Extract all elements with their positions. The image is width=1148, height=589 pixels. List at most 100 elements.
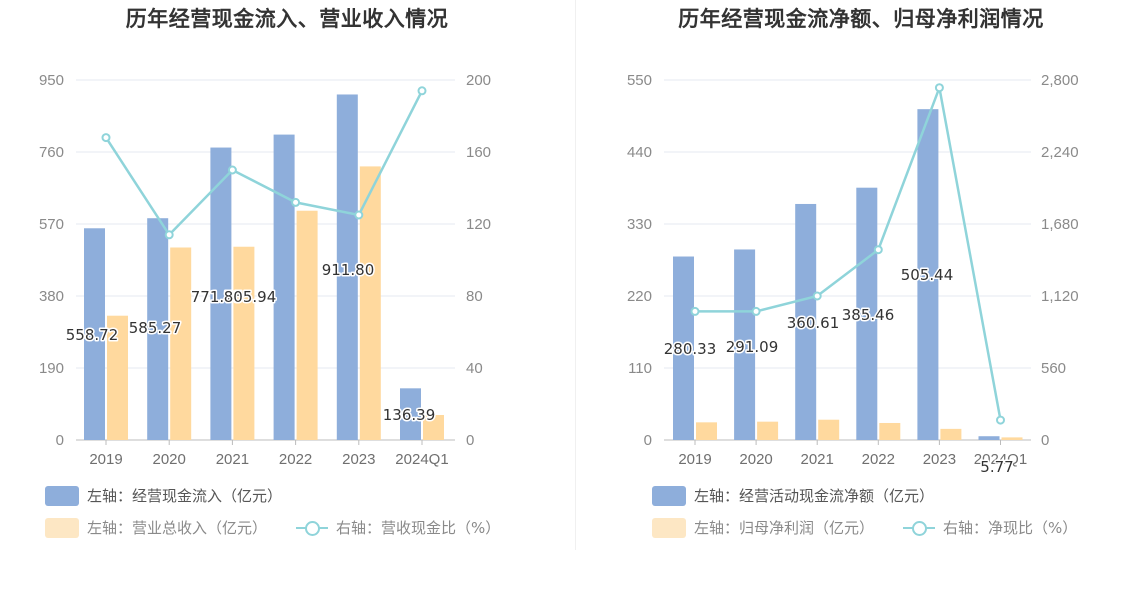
bar-secondary xyxy=(170,247,192,440)
y-left-tick-label: 330 xyxy=(627,216,652,233)
legend-item-line[interactable]: 右轴：营收现金比（%） xyxy=(296,517,500,538)
legend-swatch xyxy=(45,485,79,506)
y-right-tick-label: 0 xyxy=(1041,432,1049,449)
y-right-tick-label: 160 xyxy=(466,144,491,161)
y-right-tick-label: 2,240 xyxy=(1041,144,1079,161)
bar-secondary xyxy=(696,422,717,440)
line-point xyxy=(291,197,301,207)
bar-primary xyxy=(673,256,694,440)
legend-item-bar-blue[interactable]: 左轴：经营现金流入（亿元） xyxy=(45,485,282,506)
y-left-tick-label: 0 xyxy=(56,432,64,449)
line-series xyxy=(104,90,424,237)
bar-primary xyxy=(856,187,878,440)
y-right-tick-label: 1,680 xyxy=(1041,216,1079,233)
bar-secondary xyxy=(107,315,128,440)
chart-panel-cash-inflow: 历年经营现金流入、营业收入情况 0 190 380 570 760 950 0 40 80 120… xyxy=(39,7,500,538)
bar-secondary xyxy=(879,422,901,440)
legend-item-bar-orange[interactable]: 左轴：营业总收入（亿元） xyxy=(45,517,267,538)
bar-secondary xyxy=(359,166,381,440)
x-tick-label: 2022 xyxy=(279,451,312,468)
line-point xyxy=(690,306,700,316)
line-point xyxy=(751,306,761,316)
line-point xyxy=(417,86,427,96)
bar-primary xyxy=(917,109,939,441)
y-left-tick-label: 380 xyxy=(39,288,64,305)
legend-label: 左轴：经营现金流入（亿元） xyxy=(87,487,283,505)
bar-primary xyxy=(336,94,358,440)
chart-canvas: 0 190 380 570 760 950 0 40 80 120 160 200 2019 2020 20… xyxy=(39,72,491,468)
y-left-tick-label: 440 xyxy=(627,144,652,161)
bar-secondary xyxy=(757,421,779,440)
legend-label: 左轴：归母净利润（亿元） xyxy=(694,519,875,537)
legend-label: 左轴：营业总收入（亿元） xyxy=(87,519,268,537)
line-point xyxy=(164,230,174,240)
y-left-tick-label: 190 xyxy=(39,360,64,377)
y-left-tick-label: 760 xyxy=(39,144,64,161)
y-left-tick-label: 220 xyxy=(627,288,652,305)
panel-divider xyxy=(575,0,576,550)
bar-primary xyxy=(273,134,295,440)
data-label: 805.94 xyxy=(224,288,277,306)
y-left-tick-label: 950 xyxy=(39,72,64,89)
line-point xyxy=(934,83,944,93)
x-tick-label: 2019 xyxy=(678,451,711,468)
line-point xyxy=(101,133,111,143)
legend-line-icon xyxy=(903,518,935,538)
y-right-tick-label: 120 xyxy=(466,216,491,233)
line-series xyxy=(695,83,1002,421)
bar-secondary xyxy=(233,246,255,440)
data-label: 360.61 xyxy=(787,314,840,332)
data-label: 585.27 xyxy=(129,319,182,337)
bar-primary xyxy=(400,388,421,440)
y-left-tick-label: 570 xyxy=(39,216,64,233)
bar-secondary xyxy=(1001,437,1023,440)
y-right-tick-label: 40 xyxy=(466,360,483,377)
legend-line-icon xyxy=(296,518,328,538)
bar-primary xyxy=(84,228,105,440)
y-left-tick-label: 550 xyxy=(627,72,652,89)
data-label: 280.33 xyxy=(664,340,717,358)
line-point xyxy=(873,245,883,255)
bar-primary xyxy=(210,147,232,440)
x-tick-label: 2020 xyxy=(739,451,772,468)
line-point xyxy=(812,291,822,301)
y-right-tick-label: 1,120 xyxy=(1041,288,1079,305)
bar-secondary xyxy=(296,210,318,440)
x-tick-label: 2021 xyxy=(801,451,834,468)
data-label: 291.09 xyxy=(726,338,779,356)
x-tick-label: 2020 xyxy=(153,451,186,468)
legend-label: 左轴：经营活动现金流净额（亿元） xyxy=(694,487,935,505)
x-tick-label: 2022 xyxy=(862,451,895,468)
y-right-tick-label: 2,800 xyxy=(1041,72,1079,89)
y-right-tick-label: 80 xyxy=(466,288,483,305)
legend-swatch xyxy=(45,517,79,538)
y-left-tick-label: 110 xyxy=(628,360,652,377)
legend-label: 右轴：营收现金比（%） xyxy=(336,519,501,537)
bar-primary xyxy=(978,436,1000,440)
bar-secondary xyxy=(940,428,962,440)
bar-primary xyxy=(147,218,169,440)
bar-secondary xyxy=(818,419,840,440)
x-tick-label: 2023 xyxy=(342,451,375,468)
chart-plot-group: 0 190 380 570 760 950 0 40 80 120 160 200 2019 2020 20… xyxy=(39,72,491,468)
bar-primary xyxy=(795,203,817,440)
data-label: 771.75 xyxy=(191,288,244,306)
legend-swatch xyxy=(652,517,686,538)
x-tick-label: 2024Q1 xyxy=(395,451,448,468)
legend-item-bar-orange[interactable]: 左轴：归母净利润（亿元） xyxy=(652,517,874,538)
line-point xyxy=(354,210,364,220)
data-label: 558.72 xyxy=(66,326,119,344)
y-right-tick-label: 0 xyxy=(466,432,474,449)
x-tick-label: 2024Q1 xyxy=(974,451,1027,468)
data-label: 5.77 xyxy=(980,458,1013,476)
chart-panel-net-cash: 历年经营现金流净额、归母净利润情况 0 110 220 330 440 550 0 560 1,… xyxy=(574,0,1148,589)
x-tick-label: 2023 xyxy=(923,451,956,468)
chart-plot-group: 0 110 220 330 440 550 0 560 1,120 1,680 2,240 2,800… xyxy=(627,72,1079,478)
chart-title: 历年经营现金流净额、归母净利润情况 xyxy=(678,7,1044,31)
y-left-tick-label: 0 xyxy=(644,432,652,449)
data-label: 911.80 xyxy=(322,261,375,279)
legend-item-bar-blue[interactable]: 左轴：经营活动现金流净额（亿元） xyxy=(652,485,934,506)
legend-item-line[interactable]: 右轴：净现比（%） xyxy=(903,517,1077,538)
data-label: 505.44 xyxy=(901,266,954,284)
legend-swatch xyxy=(652,485,686,506)
